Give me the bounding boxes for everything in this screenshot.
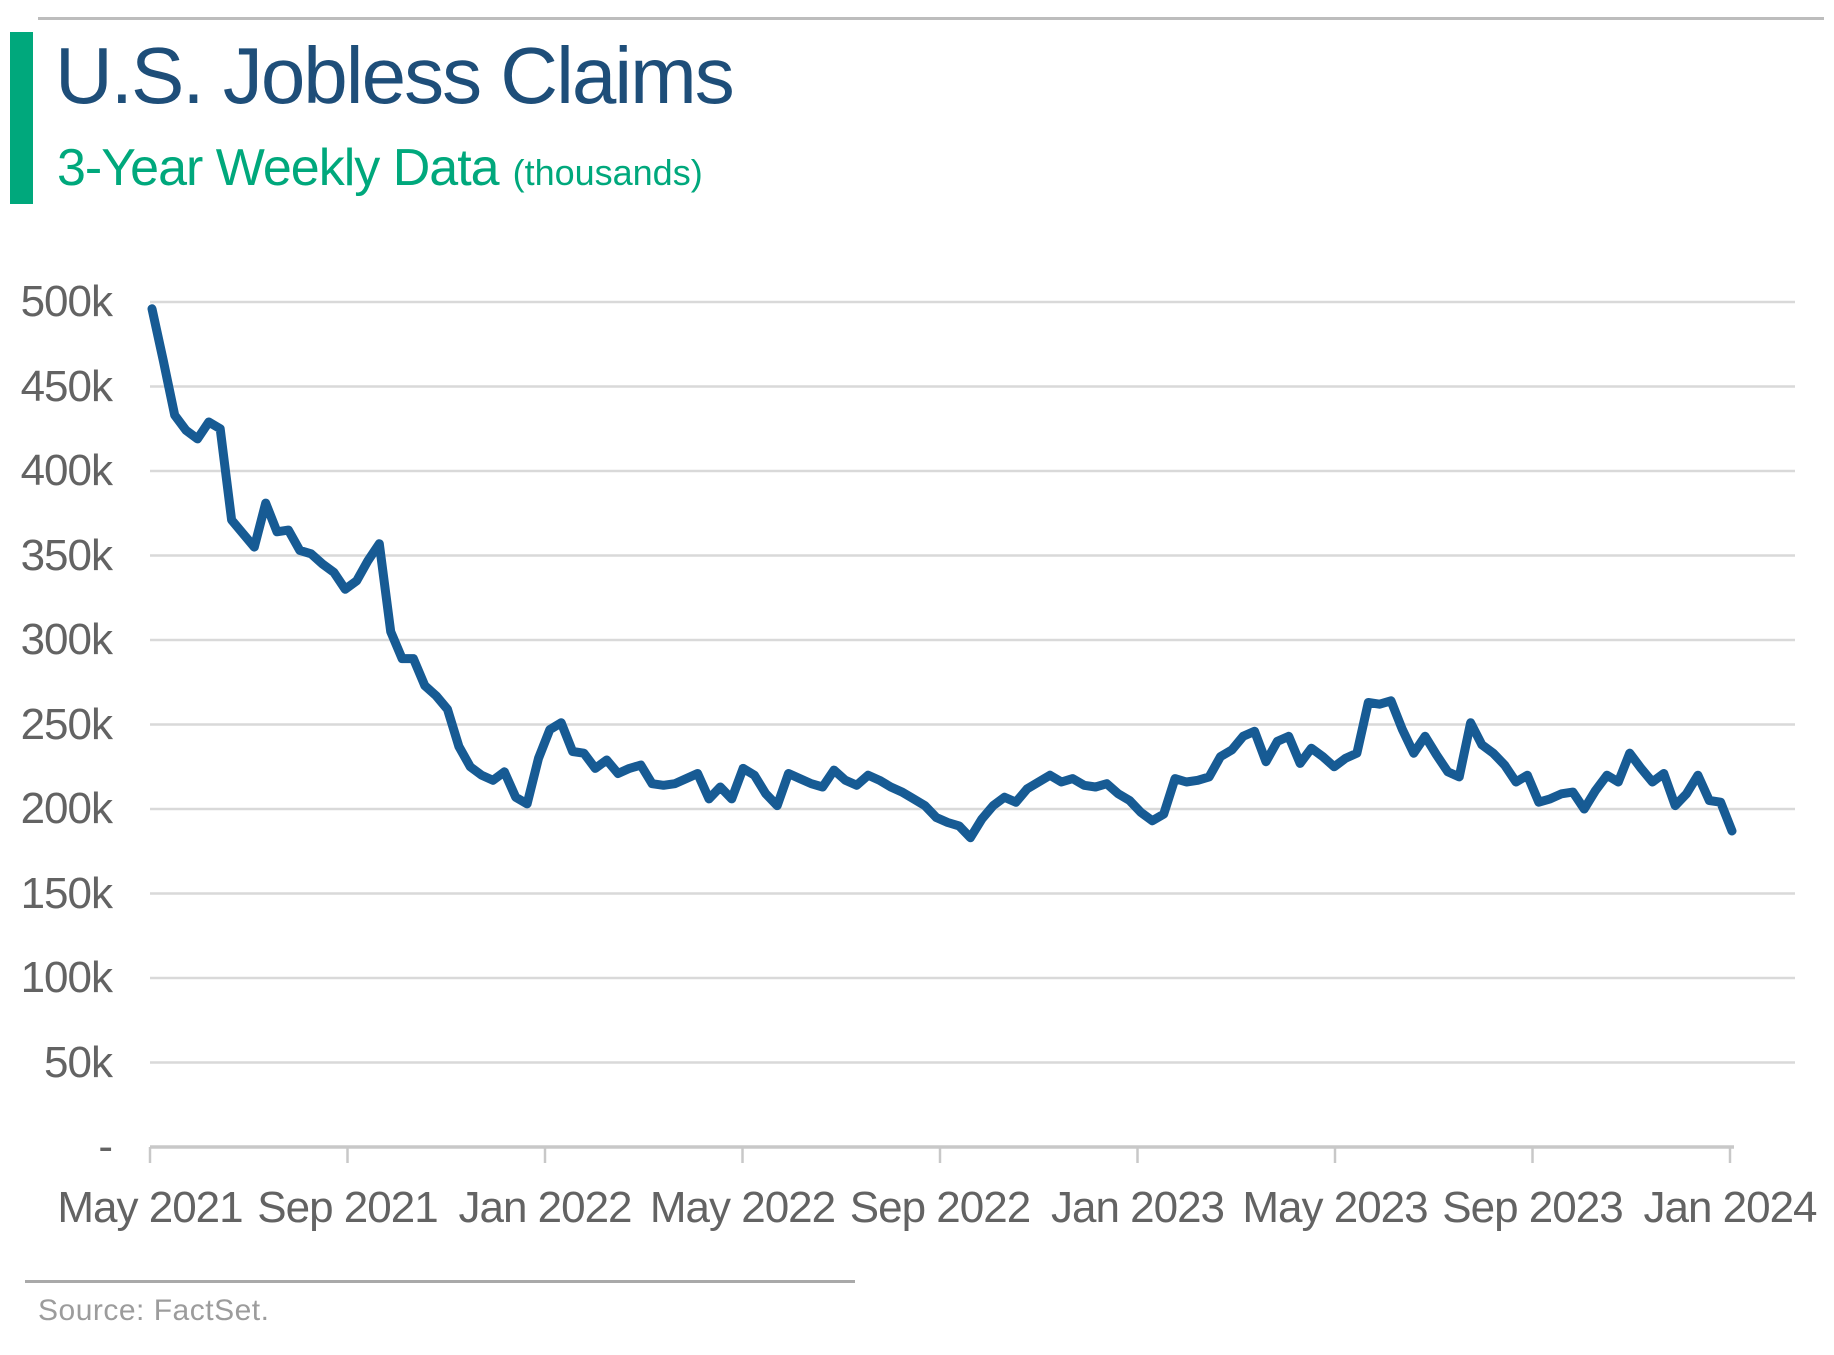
page-subtitle: 3-Year Weekly Data xyxy=(57,139,500,197)
y-axis-label: 450k xyxy=(20,361,113,411)
x-axis-label: Jan 2023 xyxy=(1050,1183,1225,1232)
subtitle-unit-note: (thousands) xyxy=(512,152,703,193)
x-axis-label: May 2023 xyxy=(1242,1183,1428,1232)
y-axis-label: 200k xyxy=(20,784,113,833)
x-axis-label: Jan 2022 xyxy=(458,1183,632,1232)
x-axis-label: Sep 2023 xyxy=(1442,1183,1623,1232)
source-text: Source: FactSet. xyxy=(38,1294,270,1327)
x-axis-label: Jan 2024 xyxy=(1643,1183,1817,1232)
x-axis-label: Sep 2021 xyxy=(257,1183,438,1232)
page-subtitle-row: 3-Year Weekly Data (thousands) xyxy=(57,138,703,198)
y-axis-label: 100k xyxy=(20,953,113,1002)
y-axis-label: 400k xyxy=(20,446,113,495)
y-axis-label: 250k xyxy=(20,699,113,749)
y-axis-label: 300k xyxy=(20,615,113,664)
x-axis-label: May 2021 xyxy=(57,1183,243,1232)
y-axis-label: 150k xyxy=(20,868,113,918)
x-axis-label: May 2022 xyxy=(649,1183,836,1232)
page-title: U.S. Jobless Claims xyxy=(55,31,735,120)
y-axis-label: 500k xyxy=(20,277,113,326)
top-border xyxy=(38,17,1824,20)
y-axis-label: - xyxy=(98,1122,113,1171)
footer-divider xyxy=(25,1280,855,1283)
accent-bar xyxy=(10,32,33,204)
y-axis-label: 350k xyxy=(20,530,113,580)
x-axis-label: Sep 2022 xyxy=(849,1183,1031,1232)
y-axis-label: 50k xyxy=(44,1037,113,1087)
claims-series-line xyxy=(147,304,1737,843)
